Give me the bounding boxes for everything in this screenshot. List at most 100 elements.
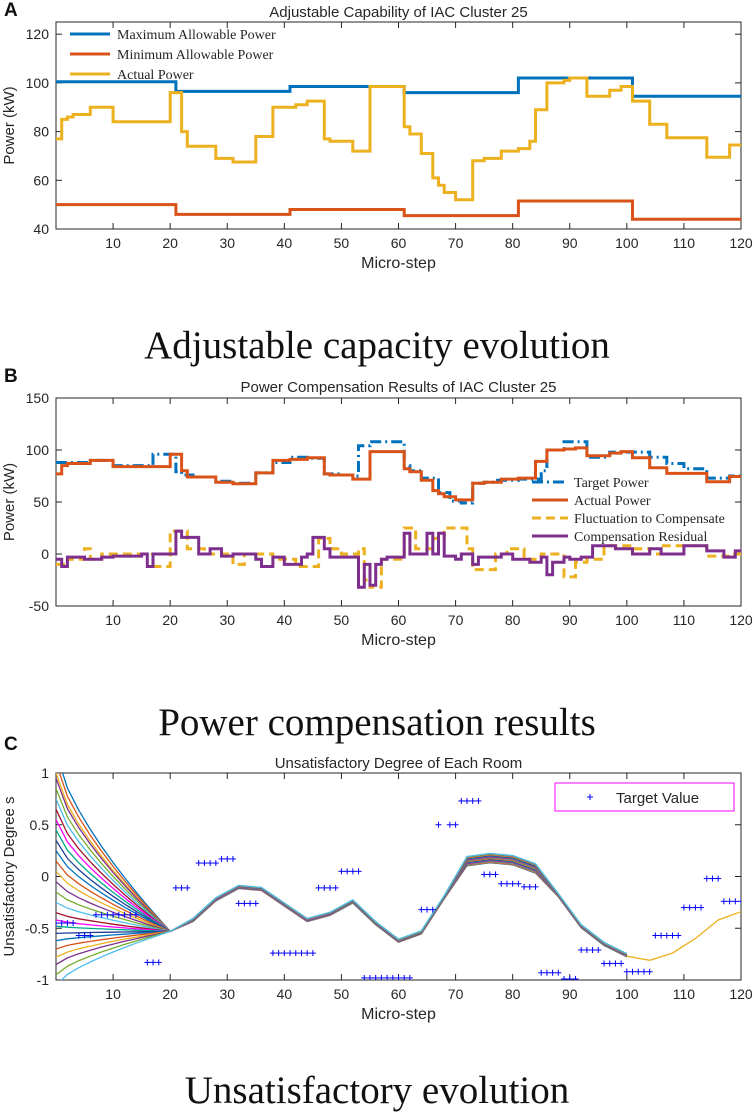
target-value-marker — [424, 906, 431, 913]
chart-1-xtick-label: 70 — [448, 612, 464, 628]
target-value-marker — [538, 969, 545, 976]
chart-2-xtick-label: 60 — [391, 986, 407, 1002]
target-value-marker — [692, 904, 699, 911]
target-value-marker — [207, 860, 214, 867]
target-value-marker — [464, 797, 470, 804]
target-value-marker — [144, 959, 151, 966]
chart-2-xtick-label: 10 — [105, 986, 121, 1002]
chart-0-ytick-label: 60 — [33, 172, 49, 188]
chart-0-xtick-label: 120 — [729, 235, 753, 251]
target-value-marker — [401, 974, 408, 980]
chart-2-xtick-label: 70 — [448, 986, 464, 1002]
target-value-marker — [675, 932, 682, 939]
chart-1-xtick-label: 60 — [391, 612, 407, 628]
target-value-marker — [738, 898, 741, 905]
chart-1-xtick-label: 100 — [615, 612, 639, 628]
chart-2-xtick-label: 90 — [562, 986, 578, 1002]
chart-0-ytick-label: 120 — [26, 26, 50, 42]
target-value-marker — [366, 974, 373, 980]
chart-2-xtick-label: 120 — [729, 986, 753, 1002]
series-line-compensation-residual — [56, 529, 741, 589]
chart-2-xtick-label: 50 — [334, 986, 350, 1002]
target-value-marker — [275, 950, 282, 957]
chart-1-xtick-label: 20 — [162, 612, 178, 628]
chart-0-xlabel: Micro-step — [361, 255, 436, 272]
legend-label-1: Minimum Allowable Power — [117, 48, 274, 63]
chart-2-ytick-label: 1 — [41, 765, 49, 781]
target-value-marker — [509, 880, 516, 887]
chart-0-ytick-label: 100 — [26, 75, 50, 91]
chart-1-ytick-label: 0 — [41, 546, 49, 562]
target-value-marker — [572, 975, 579, 980]
chart-1-xtick-label: 120 — [729, 612, 753, 628]
legend-label-2: Fluctuation to Compensate — [574, 512, 725, 527]
target-value-marker — [503, 880, 510, 887]
target-value-marker — [669, 932, 676, 939]
chart-0-xtick-label: 50 — [334, 235, 350, 251]
panel-b-caption: Power compensation results — [158, 701, 596, 744]
target-value-marker — [606, 960, 613, 967]
target-value-marker — [292, 950, 299, 957]
chart-2-xtick-label: 30 — [219, 986, 235, 1002]
target-value-marker — [652, 932, 659, 939]
legend-label-target-value: Target Value — [616, 790, 699, 807]
room-series-tail-line — [626, 911, 741, 961]
target-value-marker — [686, 904, 693, 911]
target-value-marker — [132, 911, 139, 918]
chart-2-ytick-label: 0.5 — [30, 817, 50, 833]
target-value-marker — [287, 950, 294, 957]
series-line-actual-power — [56, 446, 741, 502]
target-value-marker — [498, 880, 505, 887]
chart-1-ytick-label: -50 — [29, 598, 49, 614]
target-value-marker — [92, 911, 99, 918]
target-value-marker — [515, 880, 522, 887]
target-value-marker — [327, 884, 333, 891]
chart-2-xtick-label: 100 — [615, 986, 639, 1002]
target-value-marker — [184, 884, 191, 891]
target-value-marker — [680, 904, 687, 911]
target-value-marker — [172, 884, 179, 891]
target-value-marker — [658, 932, 665, 939]
chart-2-ylabel: Unsatisfactory Degree s — [1, 796, 18, 956]
target-value-marker — [338, 868, 345, 875]
series-line-minimum-allowable-power — [56, 199, 741, 221]
chart-0-xtick-label: 80 — [505, 235, 521, 251]
target-value-marker — [389, 974, 396, 980]
panel-a-letter: A — [4, 0, 18, 21]
target-value-marker — [492, 871, 499, 878]
target-value-marker — [178, 884, 185, 891]
target-value-marker — [252, 900, 259, 907]
chart-1-ytick-label: 150 — [26, 390, 50, 406]
target-value-marker — [309, 950, 316, 957]
series-line-target-power — [56, 440, 741, 505]
chart-0-xtick-label: 90 — [562, 235, 578, 251]
chart-0-xtick-label: 60 — [391, 235, 407, 251]
chart-1-xtick-label: 90 — [562, 612, 578, 628]
target-value-marker — [372, 974, 379, 980]
chart-2-xtick-label: 40 — [277, 986, 293, 1002]
chart-0-xtick-label: 10 — [105, 235, 121, 251]
chart-1-ytick-label: 100 — [26, 442, 50, 458]
target-value-marker — [663, 932, 670, 939]
target-value-marker — [104, 911, 111, 918]
target-value-marker — [458, 797, 465, 804]
target-value-marker — [150, 959, 157, 966]
target-value-marker — [475, 797, 482, 804]
chart-0-xtick-label: 30 — [219, 235, 235, 251]
chart-0-xtick-label: 100 — [615, 235, 639, 251]
target-value-marker — [127, 911, 134, 918]
target-value-marker — [247, 900, 254, 907]
target-value-marker — [595, 946, 602, 953]
chart-0-xtick-label: 70 — [448, 235, 464, 251]
panel-a-caption: Adjustable capacity evolution — [144, 324, 610, 367]
target-value-marker — [566, 975, 573, 980]
target-value-marker — [629, 968, 636, 975]
target-value-marker — [235, 900, 242, 907]
target-value-marker — [344, 868, 351, 875]
target-value-marker — [418, 906, 425, 913]
target-value-marker — [640, 968, 647, 975]
chart-2-xtick-label: 20 — [162, 986, 178, 1002]
chart-1-title: Power Compensation Results of IAC Cluste… — [241, 379, 557, 396]
target-value-marker — [720, 898, 727, 905]
legend-label-1: Actual Power — [574, 494, 651, 509]
